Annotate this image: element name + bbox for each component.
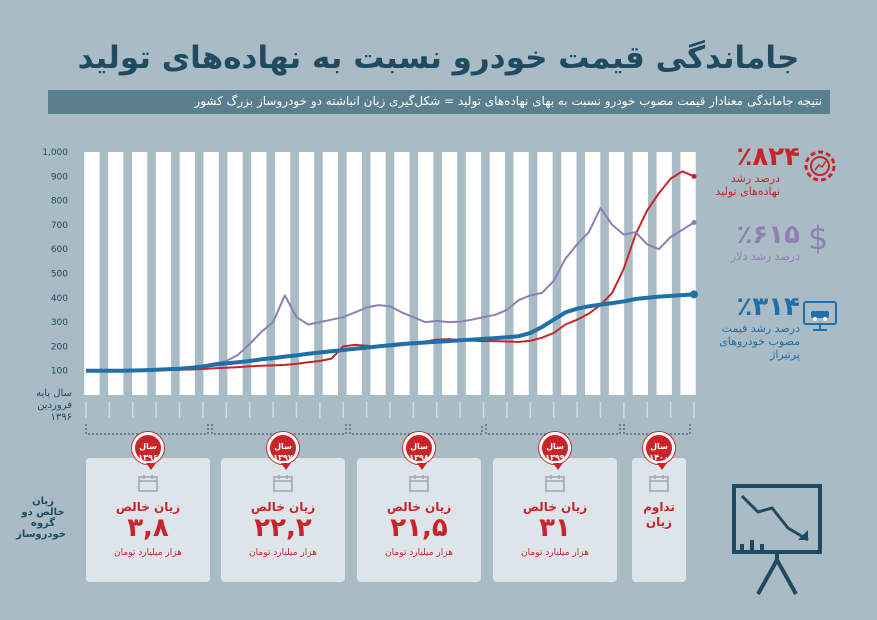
grid-column	[585, 152, 601, 395]
stat-inputs-growth: ٪۸۲۴ درصد رشد نهاده‌های تولید	[690, 142, 800, 198]
loss-unit: هزار میلیارد تومان	[114, 548, 182, 558]
series-end-dot-car	[690, 290, 698, 299]
stat-dollar-pct: ٪۶۱۵	[736, 220, 800, 250]
grid-column	[680, 152, 696, 395]
loss-card-1399: زیان خالص ۳۱ هزار میلیارد تومان	[493, 458, 617, 582]
loss-unit: هزار میلیارد تومان	[385, 548, 453, 558]
net-loss-side-label: زیان خالص دو گروه خودروساز	[16, 496, 66, 540]
calendar-icon	[409, 474, 429, 492]
stat-inputs-label: درصد رشد نهاده‌های تولید	[715, 172, 780, 198]
y-tick-label: 400	[51, 294, 68, 304]
y-tick-label: 900	[51, 172, 68, 182]
calendar-icon	[138, 474, 158, 492]
car-price-icon	[803, 301, 837, 331]
grid-column	[537, 152, 553, 395]
year-badge-1397: سال ۱۳۹۷	[267, 432, 299, 470]
calendar-icon	[273, 474, 293, 492]
grid-column	[489, 152, 505, 395]
loss-value: ۲۲,۲	[254, 513, 312, 543]
grid-column	[441, 152, 458, 395]
grid-column	[656, 152, 672, 395]
loss-value: ۳۱	[539, 513, 571, 543]
y-tick-label: 600	[51, 245, 68, 255]
page-subtitle: نتیجه جاماندگی معنادار قیمت مصوب خودرو ن…	[194, 94, 822, 108]
grid-column	[346, 152, 362, 395]
declining-chart-board-icon	[732, 484, 822, 595]
year-bracket	[623, 424, 691, 435]
series-line-car	[86, 292, 695, 373]
grid-column	[108, 152, 124, 395]
grid-column	[275, 152, 291, 395]
y-tick-label: 700	[51, 221, 68, 231]
stat-dollar-label: درصد رشد دلار	[730, 250, 800, 263]
y-tick-label: 1,000	[42, 148, 68, 158]
grid-column	[632, 152, 649, 395]
grid-column	[179, 152, 195, 395]
year-bracket	[85, 424, 209, 435]
loss-value: ۳,۸	[127, 513, 169, 543]
grid-column	[251, 152, 267, 395]
y-tick-label: 100	[51, 367, 68, 377]
calendar-icon	[649, 474, 669, 492]
grid-column	[298, 152, 315, 395]
year-axis-label: سال پایه فروردین ۱۳۹۶	[36, 388, 72, 423]
page-title: جاماندگی قیمت خودرو نسبت به نهاده‌های تو…	[77, 40, 800, 76]
loss-card-1397: زیان خالص ۲۲,۲ هزار میلیارد تومان	[221, 458, 345, 582]
year-badge-1396: سال ۱۳۹۶	[132, 432, 164, 470]
loss-title: زیان خالص	[386, 500, 452, 514]
series-end-dot-dollar	[691, 219, 697, 225]
stat-car-label: درصد رشد قیمت مصوب خودروهای پرتیراژ	[719, 322, 800, 361]
grid-column	[465, 152, 482, 395]
grid-column	[203, 152, 219, 395]
loss-unit: هزار میلیارد تومان	[249, 548, 317, 558]
stat-car-pct: ٪۳۱۴	[736, 292, 800, 322]
year-badge-1399: سال ۱۳۹۹	[539, 432, 571, 470]
grid-column	[394, 152, 410, 395]
loss-title: زیان خالص	[250, 500, 316, 514]
calendar-icon	[545, 474, 565, 492]
y-tick-label: 300	[51, 318, 68, 328]
grid-column	[608, 152, 625, 395]
loss-value: ۲۱,۵	[390, 513, 448, 543]
stat-inputs-pct: ٪۸۲۴	[736, 142, 800, 172]
stat-car-growth: ٪۳۱۴ درصد رشد قیمت مصوب خودروهای پرتیراژ	[690, 292, 800, 361]
grid-column	[131, 152, 148, 395]
grid-column	[370, 152, 386, 395]
grid-column	[84, 152, 100, 395]
loss-title: زیان خالص	[522, 500, 588, 514]
grid-column	[513, 152, 529, 395]
y-tick-label: 200	[51, 342, 68, 352]
year-badge-1400: سال ۱۴۰۰	[643, 432, 675, 470]
grid-column	[561, 152, 577, 395]
grid-column	[322, 152, 339, 395]
loss-title: تداوم زیان	[643, 500, 675, 529]
year-badge-1398: سال ۱۳۹۸	[403, 432, 435, 470]
y-tick-label: 800	[51, 197, 68, 207]
stat-dollar-growth: ٪۶۱۵ درصد رشد دلار	[690, 220, 800, 263]
grid-column	[155, 152, 172, 395]
series-line-inputs	[86, 170, 695, 372]
subtitle-bar	[48, 90, 830, 114]
loss-unit: هزار میلیارد تومان	[521, 548, 589, 558]
series-end-dot-inputs	[691, 173, 697, 179]
dollar-icon: $	[807, 219, 829, 257]
loss-title: زیان خالص	[115, 500, 181, 514]
loss-card-1400: تداوم زیان	[632, 458, 686, 582]
gear-chart-icon	[804, 150, 836, 182]
y-tick-label: 500	[51, 270, 68, 280]
grid-column	[418, 152, 434, 395]
grid-column	[227, 152, 243, 395]
loss-card-1398: زیان خالص ۲۱,۵ هزار میلیارد تومان	[357, 458, 481, 582]
loss-card-1396: زیان خالص ۳,۸ هزار میلیارد تومان	[86, 458, 210, 582]
